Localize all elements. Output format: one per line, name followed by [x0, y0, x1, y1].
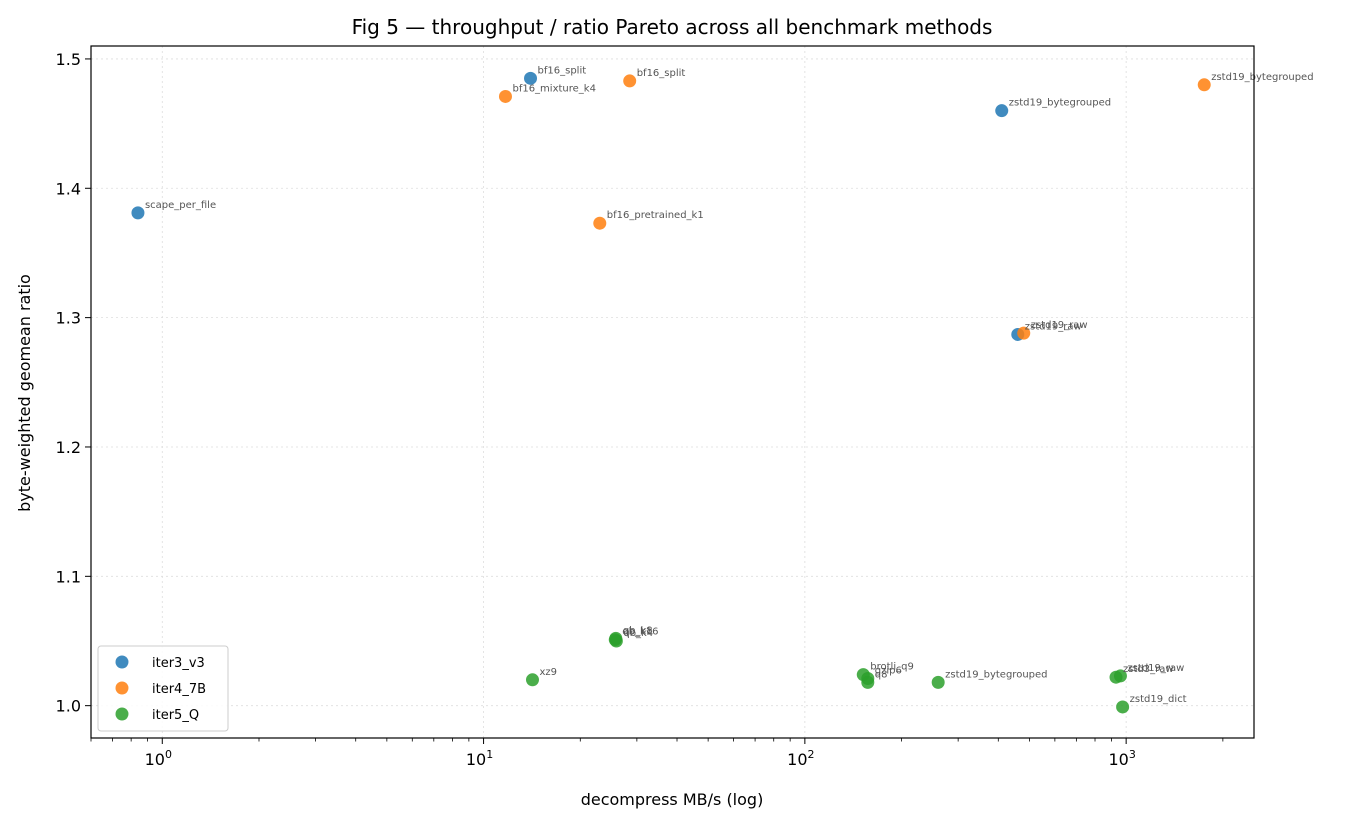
- y-tick-label: 1.2: [56, 438, 81, 457]
- data-point: [593, 216, 607, 230]
- legend-marker: [115, 707, 129, 721]
- x-axis-ticks: 100 101 102 103: [90, 738, 1224, 769]
- point-label: brotli_q9: [870, 662, 914, 673]
- point-label: bf16_mixture_k4: [512, 83, 596, 94]
- x-tick-label: 102: [787, 748, 814, 769]
- point-label: zstd19_raw: [1025, 321, 1082, 332]
- y-tick-label: 1.1: [56, 567, 81, 586]
- points-layer: [131, 71, 1211, 714]
- point-label: zstd19_dict: [1130, 694, 1187, 705]
- legend-marker: [115, 681, 129, 695]
- legend: iter3_v3 iter4_7B iter5_Q: [97, 645, 229, 732]
- data-point: [524, 71, 538, 85]
- y-tick-label: 1.5: [56, 50, 81, 69]
- data-point: [995, 104, 1009, 118]
- chart-title: Fig 5 — throughput / ratio Pareto across…: [352, 15, 993, 39]
- data-point: [1113, 669, 1127, 683]
- data-point: [861, 675, 875, 689]
- point-label: qb_k4: [623, 628, 653, 639]
- y-tick-label: 1.4: [56, 179, 81, 198]
- legend-marker: [115, 655, 129, 669]
- y-tick-label: 1.3: [56, 309, 81, 328]
- legend-label: iter4_7B: [152, 682, 206, 697]
- x-tick-label: 100: [145, 748, 172, 769]
- data-point: [623, 74, 637, 88]
- point-label: zstd19_bytegrouped: [1009, 98, 1111, 109]
- point-label: zstd19_bytegrouped: [945, 669, 1047, 680]
- point-label: qb_k8: [623, 625, 653, 636]
- data-point: [1197, 78, 1211, 92]
- data-point: [1116, 700, 1130, 714]
- legend-label: iter3_v3: [152, 656, 205, 671]
- grid-layer: [91, 46, 1254, 738]
- legend-box: [97, 645, 229, 732]
- point-labels-layer: scape_per_file bf16_split zstd19_bytegroup…: [145, 65, 1314, 705]
- y-axis-ticks: 1.0 1.1 1.2 1.3 1.4 1.5: [56, 50, 91, 716]
- data-point: [525, 673, 539, 687]
- point-label: q8: [875, 669, 888, 680]
- point-label: xz9: [539, 667, 557, 678]
- point-label: zstd3_raw: [1123, 664, 1174, 675]
- point-label: zstd19_raw: [1031, 320, 1088, 331]
- x-tick-label: 103: [1108, 748, 1135, 769]
- point-label: gzip6: [875, 666, 902, 677]
- data-point: [1017, 326, 1031, 340]
- y-axis-label: byte-weighted geomean ratio: [15, 274, 34, 512]
- plot-frame: [90, 45, 1255, 739]
- point-label: scape_per_file: [145, 200, 216, 211]
- x-axis-label: decompress MB/s (log): [581, 790, 764, 809]
- point-label: qb_k16: [622, 627, 658, 638]
- data-point: [498, 89, 512, 103]
- point-label: zstd19_bytegrouped: [1211, 72, 1313, 83]
- x-tick-label: 101: [466, 748, 493, 769]
- point-label: zstd19_raw: [1127, 663, 1184, 674]
- y-tick-label: 1.0: [56, 697, 81, 716]
- legend-label: iter5_Q: [152, 708, 199, 723]
- point-label: bf16_pretrained_k1: [607, 210, 704, 221]
- data-point: [931, 675, 945, 689]
- data-point: [131, 206, 145, 220]
- data-point: [609, 634, 623, 648]
- point-label: bf16_split: [637, 68, 686, 79]
- point-label: bf16_split: [538, 65, 587, 76]
